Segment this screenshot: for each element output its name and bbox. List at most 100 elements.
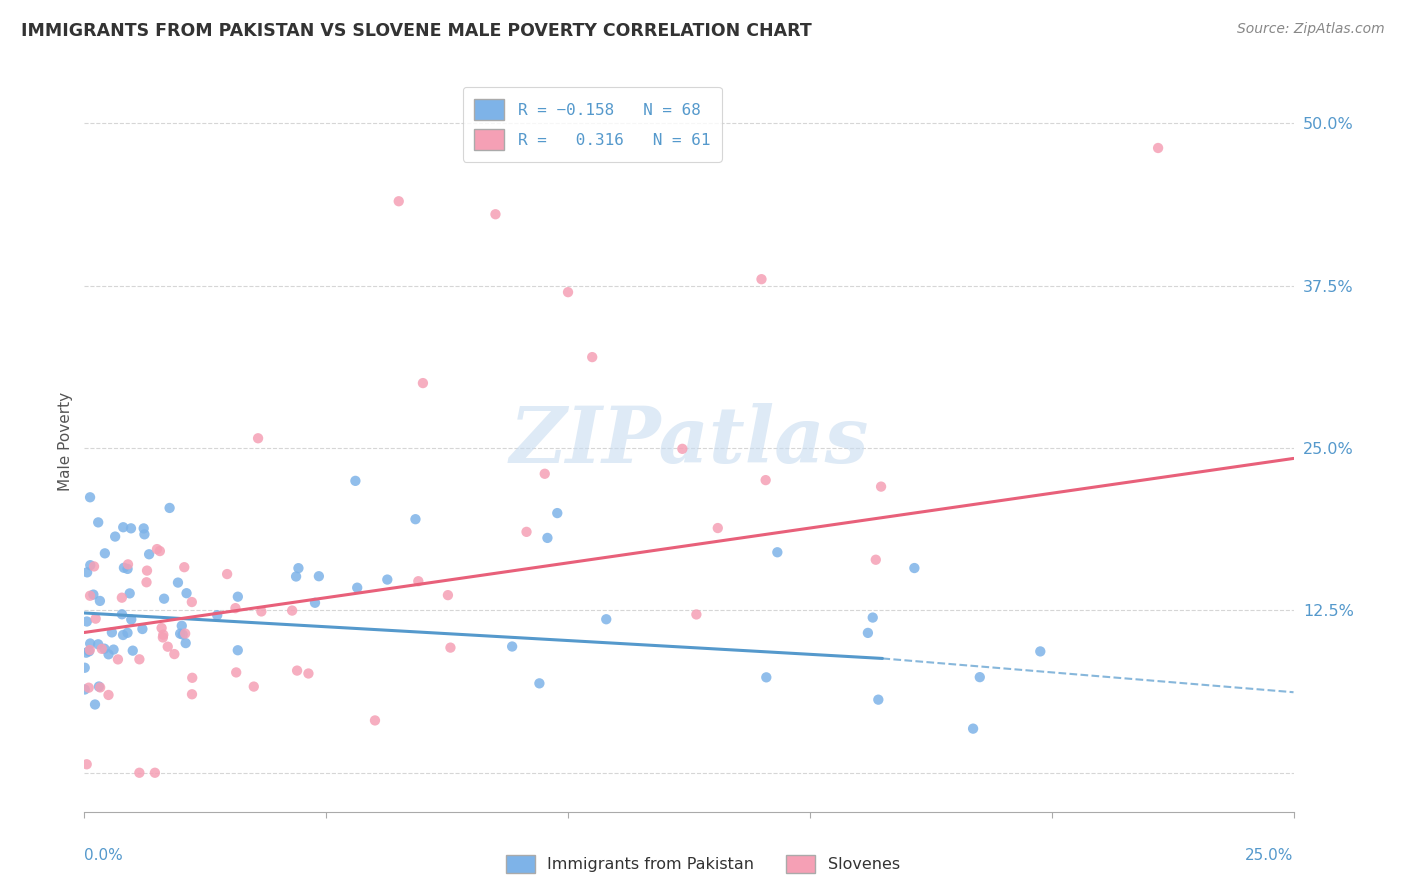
Point	[408, 574, 430, 589]
Point	[484, 207, 506, 221]
Point	[76, 566, 98, 580]
Point	[375, 573, 398, 587]
Point	[501, 640, 523, 654]
Point	[404, 512, 426, 526]
Point	[146, 542, 169, 557]
Point	[87, 680, 110, 694]
Point	[287, 561, 309, 575]
Point	[868, 692, 890, 706]
Point	[180, 595, 202, 609]
Point	[174, 636, 197, 650]
Point	[969, 670, 991, 684]
Point	[152, 628, 174, 642]
Point	[412, 376, 434, 390]
Point	[117, 558, 139, 572]
Point	[112, 628, 135, 642]
Point	[118, 586, 141, 600]
Point	[285, 569, 308, 583]
Point	[308, 569, 330, 583]
Point	[89, 681, 111, 695]
Point	[304, 596, 326, 610]
Point	[751, 272, 773, 286]
Point	[87, 637, 110, 651]
Point	[104, 530, 127, 544]
Point	[120, 612, 142, 626]
Point	[150, 621, 173, 635]
Point	[97, 648, 120, 662]
Point	[79, 643, 101, 657]
Point	[132, 521, 155, 535]
Point	[595, 612, 617, 626]
Point	[138, 547, 160, 561]
Point	[173, 560, 195, 574]
Point	[120, 521, 142, 535]
Point	[224, 601, 246, 615]
Legend: Immigrants from Pakistan, Slovenes: Immigrants from Pakistan, Slovenes	[499, 848, 907, 880]
Point	[529, 676, 551, 690]
Point	[225, 665, 247, 680]
Point	[205, 608, 228, 623]
Y-axis label: Male Poverty: Male Poverty	[58, 392, 73, 491]
Point	[247, 431, 270, 445]
Point	[83, 559, 105, 574]
Point	[149, 544, 172, 558]
Point	[94, 546, 117, 560]
Point	[112, 520, 135, 534]
Point	[79, 490, 101, 504]
Point	[181, 687, 204, 701]
Point	[121, 643, 143, 657]
Point	[77, 681, 100, 695]
Point	[170, 619, 193, 633]
Point	[167, 575, 190, 590]
Point	[87, 516, 110, 530]
Point	[117, 562, 139, 576]
Point	[90, 641, 112, 656]
Point	[707, 521, 730, 535]
Text: 0.0%: 0.0%	[84, 848, 124, 863]
Point	[671, 442, 693, 456]
Point	[172, 627, 194, 641]
Point	[93, 641, 115, 656]
Point	[135, 575, 157, 590]
Point	[285, 664, 308, 678]
Point	[346, 581, 368, 595]
Point	[226, 590, 249, 604]
Point	[226, 643, 249, 657]
Point	[143, 765, 166, 780]
Point	[73, 682, 96, 697]
Point	[862, 610, 884, 624]
Point	[870, 480, 893, 494]
Point	[134, 527, 156, 541]
Point	[101, 625, 124, 640]
Point	[557, 285, 579, 300]
Point	[439, 640, 461, 655]
Point	[117, 625, 139, 640]
Text: ZIPatlas: ZIPatlas	[509, 403, 869, 480]
Point	[388, 194, 411, 209]
Point	[79, 589, 101, 603]
Point	[84, 698, 107, 712]
Text: Source: ZipAtlas.com: Source: ZipAtlas.com	[1237, 22, 1385, 37]
Point	[159, 500, 181, 515]
Point	[84, 612, 107, 626]
Point	[111, 591, 134, 605]
Point	[1147, 141, 1170, 155]
Point	[136, 564, 159, 578]
Point	[163, 647, 186, 661]
Point	[281, 604, 304, 618]
Point	[79, 636, 101, 650]
Point	[131, 622, 153, 636]
Point	[856, 626, 879, 640]
Point	[243, 680, 266, 694]
Point	[73, 661, 96, 675]
Point	[685, 607, 707, 622]
Point	[111, 607, 134, 622]
Point	[581, 350, 603, 364]
Point	[903, 561, 925, 575]
Text: IMMIGRANTS FROM PAKISTAN VS SLOVENE MALE POVERTY CORRELATION CHART: IMMIGRANTS FROM PAKISTAN VS SLOVENE MALE…	[21, 22, 811, 40]
Point	[515, 524, 537, 539]
Point	[153, 591, 176, 606]
Point	[755, 670, 778, 684]
Point	[181, 671, 204, 685]
Text: 25.0%: 25.0%	[1246, 848, 1294, 863]
